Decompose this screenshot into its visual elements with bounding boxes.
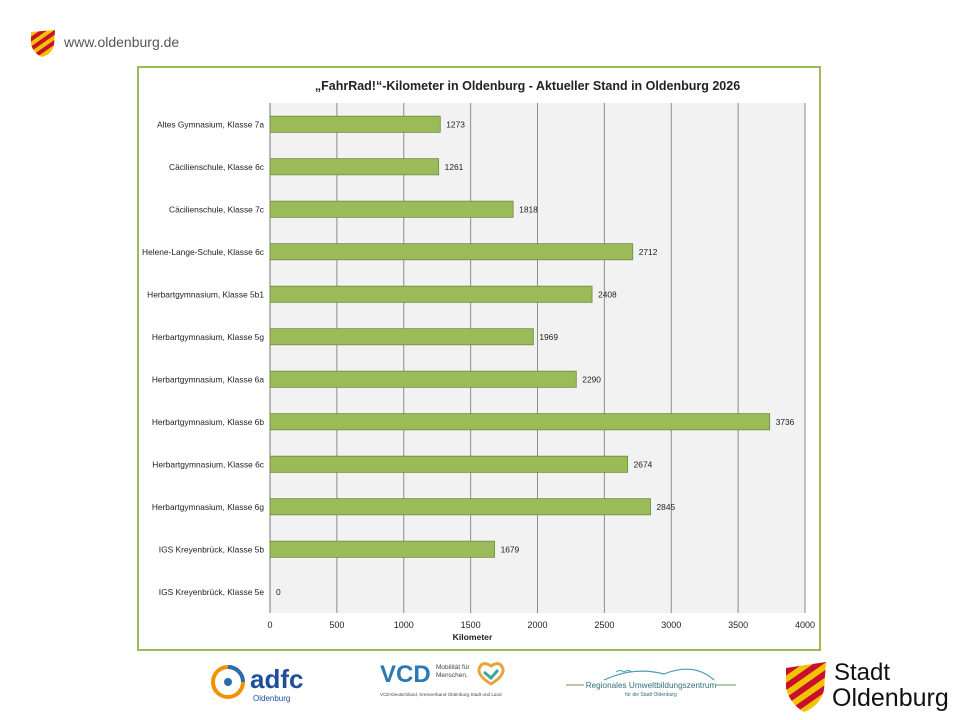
ruz-logo: Regionales Umweltbildungszentrum für die… (564, 660, 738, 702)
chart-frame: 0 500 1000 1500 2000 2500 3000 3500 4000 Altes Gy… (137, 66, 821, 651)
oldenburg-shield-icon (31, 30, 55, 57)
data-label: 2845 (657, 502, 676, 512)
city-name-line2: Oldenburg (832, 684, 949, 712)
data-label: 3736 (776, 417, 795, 427)
vcd-tagline-1: Mobilität für (436, 664, 470, 671)
ruz-name: Regionales Umweltbildungszentrum (586, 681, 717, 690)
adfc-name: adfc (250, 664, 303, 694)
data-label: 1261 (445, 162, 464, 172)
chart-title: „FahrRad!“-Kilometer in Oldenburg - Aktu… (315, 79, 740, 93)
bar (269, 328, 534, 346)
ruz-arc-icon (603, 668, 715, 681)
bar (269, 243, 634, 261)
x-tick-label: 3500 (728, 620, 748, 630)
bar (269, 158, 440, 176)
x-tick-label: 1500 (461, 620, 481, 630)
vcd-tagline-2: Menschen. (436, 672, 468, 679)
vcd-logo: VCD Mobilität für Menschen. VCD-Deutschl… (378, 656, 518, 704)
data-label: 0 (276, 587, 281, 597)
data-label: 1969 (539, 332, 558, 342)
x-tick-label: 3000 (661, 620, 681, 630)
stadt-oldenburg-logo: Stadt Oldenburg (782, 656, 954, 714)
y-tick-label: Herbartgymnasium, Klasse 6g (152, 502, 265, 512)
vcd-name: VCD (380, 661, 431, 688)
bar (269, 200, 514, 218)
y-tick-label: Cäcilienschule, Klasse 7c (169, 204, 264, 214)
x-tick-label: 500 (329, 620, 344, 630)
y-tick-label: Helene-Lange-Schule, Klasse 6c (142, 247, 264, 257)
x-tick-label: 4000 (795, 620, 815, 630)
data-label: 2290 (582, 374, 601, 384)
data-label: 2712 (639, 247, 658, 257)
y-tick-label: Herbartgymnasium, Klasse 6a (152, 374, 265, 384)
adfc-sub: Oldenburg (253, 694, 290, 703)
x-tick-label: 0 (267, 620, 272, 630)
bar (269, 413, 771, 431)
y-tick-label: IGS Kreyenbrück, Klasse 5e (159, 587, 265, 597)
bar (269, 540, 495, 558)
y-tick-label: Herbartgymnasium, Klasse 6b (152, 417, 265, 427)
y-tick-label: Herbartgymnasium, Klasse 6c (152, 459, 264, 469)
bar (269, 498, 651, 516)
vcd-sub: VCD-Deutschland, Kreisverband Oldenburg … (380, 692, 502, 697)
y-tick-label: Herbartgymnasium, Klasse 5b1 (147, 289, 264, 299)
city-name-line1: Stadt (834, 659, 890, 686)
bar-chart: 0 500 1000 1500 2000 2500 3000 3500 4000 Altes Gy… (142, 79, 815, 642)
y-tick-label: Altes Gymnasium, Klasse 7a (157, 119, 264, 129)
data-label: 2408 (598, 289, 617, 299)
x-axis-title: Kilometer (453, 632, 493, 642)
bar (269, 115, 441, 133)
ruz-sub: für die Stadt Oldenburg (625, 692, 677, 698)
y-tick-label: Cäcilienschule, Klasse 6c (169, 162, 264, 172)
adfc-wheel-icon: adfc Oldenburg (211, 664, 303, 703)
data-label: 2674 (634, 459, 653, 469)
bar (269, 455, 629, 473)
y-tick-label: IGS Kreyenbrück, Klasse 5b (159, 544, 265, 554)
x-tick-label: 1000 (394, 620, 414, 630)
x-tick-label: 2000 (527, 620, 547, 630)
ruz-bird-icon (615, 670, 633, 673)
adfc-logo: adfc Oldenburg (206, 660, 316, 706)
data-label: 1273 (446, 119, 465, 129)
y-tick-label: Herbartgymnasium, Klasse 5g (152, 332, 265, 342)
data-label: 1818 (519, 204, 538, 214)
header-url-link[interactable]: www.oldenburg.de (64, 34, 180, 50)
data-label: 1679 (501, 544, 520, 554)
bar (269, 370, 577, 388)
vcd-heart-icon (477, 662, 505, 686)
bar (269, 285, 593, 303)
x-tick-label: 2500 (594, 620, 614, 630)
